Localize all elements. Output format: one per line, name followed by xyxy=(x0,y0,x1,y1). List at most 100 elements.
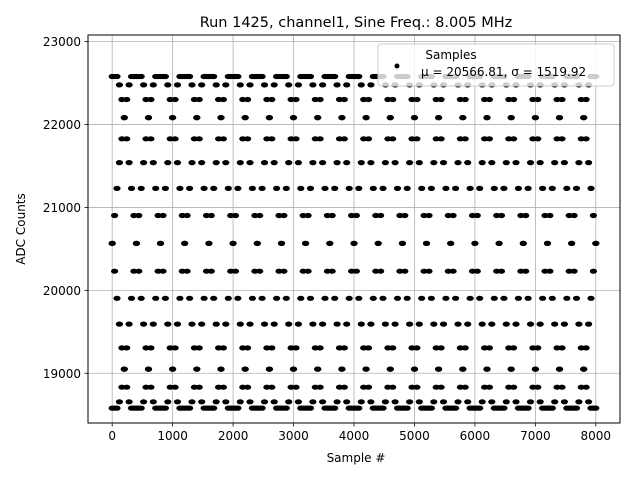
data-point xyxy=(265,115,273,121)
data-point xyxy=(270,82,278,88)
data-point xyxy=(188,399,196,405)
data-point xyxy=(260,160,269,166)
y-tick-label: 20000 xyxy=(43,284,81,298)
data-point xyxy=(229,240,237,246)
data-point xyxy=(432,345,440,351)
data-point xyxy=(319,82,327,88)
data-point xyxy=(173,399,182,405)
data-point xyxy=(256,212,264,219)
data-point xyxy=(437,384,445,390)
data-point xyxy=(169,366,177,372)
data-point xyxy=(115,82,123,88)
data-point xyxy=(415,160,423,166)
data-point xyxy=(485,384,493,390)
data-point xyxy=(452,185,460,191)
data-point xyxy=(514,185,523,191)
data-point xyxy=(408,96,416,103)
data-point xyxy=(507,366,515,372)
data-point xyxy=(502,399,510,405)
data-point xyxy=(215,96,223,103)
data-point xyxy=(306,295,315,301)
data-point xyxy=(115,160,123,166)
data-point xyxy=(251,268,259,274)
data-point xyxy=(454,160,462,166)
data-point xyxy=(555,115,564,121)
data-point xyxy=(565,212,573,219)
data-point xyxy=(287,345,295,351)
data-point xyxy=(210,185,218,191)
data-point xyxy=(222,399,230,405)
data-point xyxy=(127,185,136,191)
data-point xyxy=(420,268,428,274)
data-point xyxy=(389,384,397,390)
data-point xyxy=(125,160,133,166)
data-point xyxy=(435,366,443,372)
data-point xyxy=(546,212,554,219)
data-point xyxy=(355,185,363,191)
data-point xyxy=(217,366,225,372)
data-point xyxy=(333,321,341,327)
data-point xyxy=(173,321,182,327)
data-point xyxy=(309,399,317,405)
data-point xyxy=(319,160,327,166)
data-point xyxy=(452,405,460,411)
data-point xyxy=(481,136,489,142)
data-point xyxy=(125,82,133,88)
data-point xyxy=(493,212,501,219)
data-point xyxy=(234,73,242,80)
data-point xyxy=(289,366,298,372)
data-point xyxy=(364,345,373,351)
data-point xyxy=(526,321,535,327)
data-point xyxy=(164,321,172,327)
data-point xyxy=(193,115,201,121)
data-point xyxy=(198,160,206,166)
data-point xyxy=(536,321,544,327)
data-point xyxy=(509,345,518,351)
data-point xyxy=(408,384,416,390)
data-point xyxy=(144,366,153,372)
data-point xyxy=(524,185,532,191)
data-point xyxy=(340,384,348,390)
data-point xyxy=(589,212,598,219)
data-point xyxy=(476,405,484,411)
data-point xyxy=(384,345,392,351)
data-point xyxy=(406,321,414,327)
data-point xyxy=(502,160,510,166)
chart-title: Run 1425, channel1, Sine Freq.: 8.005 MH… xyxy=(200,15,513,31)
x-axis-label: Sample # xyxy=(327,451,386,465)
data-point xyxy=(442,295,450,301)
data-point xyxy=(144,115,153,121)
data-point xyxy=(111,268,119,274)
data-point xyxy=(427,405,435,411)
data-point xyxy=(476,185,484,191)
data-point xyxy=(282,185,290,191)
data-point xyxy=(393,295,402,301)
data-point xyxy=(140,82,148,88)
data-point xyxy=(343,321,351,327)
data-point xyxy=(246,399,254,405)
data-point xyxy=(287,136,295,142)
data-point xyxy=(536,160,544,166)
data-point xyxy=(222,82,230,88)
data-point xyxy=(345,295,353,301)
data-point xyxy=(195,96,203,103)
data-point xyxy=(582,96,590,103)
data-point xyxy=(379,295,387,301)
data-point xyxy=(415,399,423,405)
data-point xyxy=(369,185,377,191)
data-point xyxy=(585,399,593,405)
data-point xyxy=(362,366,370,372)
data-point xyxy=(149,82,157,88)
data-point xyxy=(130,268,138,274)
data-point xyxy=(205,240,213,246)
data-point xyxy=(490,185,498,191)
data-point xyxy=(195,384,203,390)
data-point xyxy=(459,366,467,372)
data-point xyxy=(282,73,290,80)
data-point xyxy=(539,185,547,191)
data-point xyxy=(471,240,479,246)
data-point xyxy=(563,295,571,301)
data-point xyxy=(592,405,600,411)
data-point xyxy=(285,321,293,327)
